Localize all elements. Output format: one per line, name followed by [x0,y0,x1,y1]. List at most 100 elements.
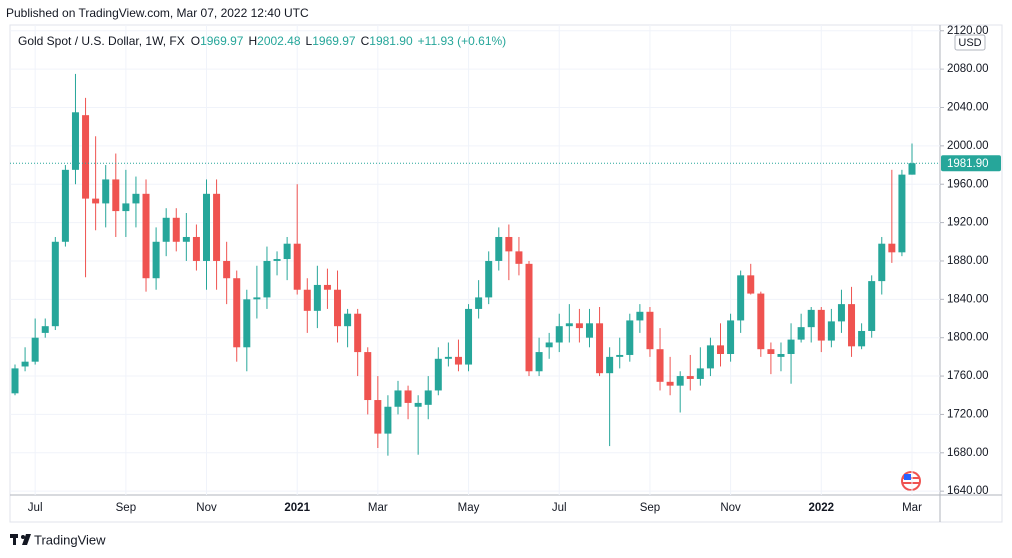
y-tick-label: 1920.00 [947,217,989,229]
candle-body [515,251,523,264]
candle-body [323,284,331,290]
y-tick-label: 1640.00 [947,485,989,497]
candle-body [737,275,745,321]
candle-body [465,308,473,365]
candle-body [51,241,59,327]
candle-body [394,390,402,407]
candle-body [253,297,261,300]
candle-body [868,281,876,331]
candle-body [172,217,180,242]
candle-body [888,243,896,253]
candle-body [676,376,684,386]
candle-body [152,241,160,279]
y-tick-label: 2040.00 [947,102,989,114]
candle-body [112,179,120,212]
x-tick-label: Nov [720,502,741,514]
candle-body [898,174,906,253]
candle-body [434,358,442,391]
candle-body [717,345,725,354]
candle-body [142,193,150,279]
candle-body [817,309,825,341]
legend-value: 1969.97 [312,34,356,48]
candle-body [747,275,755,294]
candle-body [243,299,251,348]
candle-body [71,112,79,170]
y-tick-label: 1880.00 [947,255,989,267]
candle-body [475,297,483,309]
candle-body [182,236,190,242]
y-tick-label: 1960.00 [947,178,989,190]
candle-body [535,352,543,372]
candle-body [757,293,765,350]
candle-body [11,368,19,394]
chart-frame [9,24,1003,523]
candle-body [777,354,785,357]
candle-body [626,320,634,355]
candle-body [354,313,362,353]
candle-body [444,356,452,359]
candle-body [837,304,845,322]
candle-body [293,243,301,290]
candle-body [827,321,835,341]
candle-body [767,349,775,354]
candle-body [374,400,382,434]
x-tick-label: Nov [196,502,217,514]
x-tick-label: Mar [368,502,388,514]
y-tick-label: 2000.00 [947,140,989,152]
candle-body [41,326,49,333]
x-tick-label: Mar [902,502,922,514]
candle-body [787,339,795,354]
last-price-box [941,155,1001,172]
candle-body [223,260,231,279]
flag-icon [901,471,921,491]
candle-body [313,284,321,311]
y-tick-label: 1680.00 [947,447,989,459]
candle-body [233,278,241,348]
candle-body [82,115,90,199]
x-tick-label: 2022 [808,502,834,514]
candle-body [414,402,422,407]
y-tick-label: 1800.00 [947,332,989,344]
currency-box [954,34,986,51]
footer-logo [10,534,31,545]
candle-body [858,330,866,347]
candle-body [213,193,221,261]
legend-value: 1969.97 [200,34,244,48]
candle-body [92,198,100,204]
candle-body [424,390,432,405]
candle-body [636,311,644,321]
x-tick-label: Jul [28,502,43,514]
candle-body [404,390,412,403]
candle-body [344,313,352,327]
legend-key: L [306,34,313,48]
candle-body [485,260,493,298]
y-tick-label: 2080.00 [947,63,989,75]
legend-value: 1981.90 [369,34,413,48]
candle-body [848,304,856,347]
legend-key: C [361,34,370,48]
candle-body [525,263,533,372]
x-tick-label: May [458,502,480,514]
candle-body [454,356,462,365]
candle-body [575,323,583,329]
candle-body [606,356,614,374]
candle-body [505,236,513,252]
footer-brand: TradingView [34,532,106,547]
legend-change: +11.93 (+0.61%) [418,34,507,48]
candle-body [908,163,916,175]
candle-body [364,352,372,401]
legend-value: 2002.48 [257,34,301,48]
legend-symbol: Gold Spot / U.S. Dollar, 1W, FX [18,34,185,48]
candle-body [21,361,29,367]
candle-body [616,354,624,357]
candle-body [384,406,392,434]
candle-body [696,368,704,379]
candle-body [162,217,170,242]
candle-body [192,236,200,261]
candle-body [61,169,69,242]
last-price-label: 1981.90 [947,158,989,170]
grid [10,25,940,495]
candle-body [686,376,694,379]
candle-body [727,320,735,354]
